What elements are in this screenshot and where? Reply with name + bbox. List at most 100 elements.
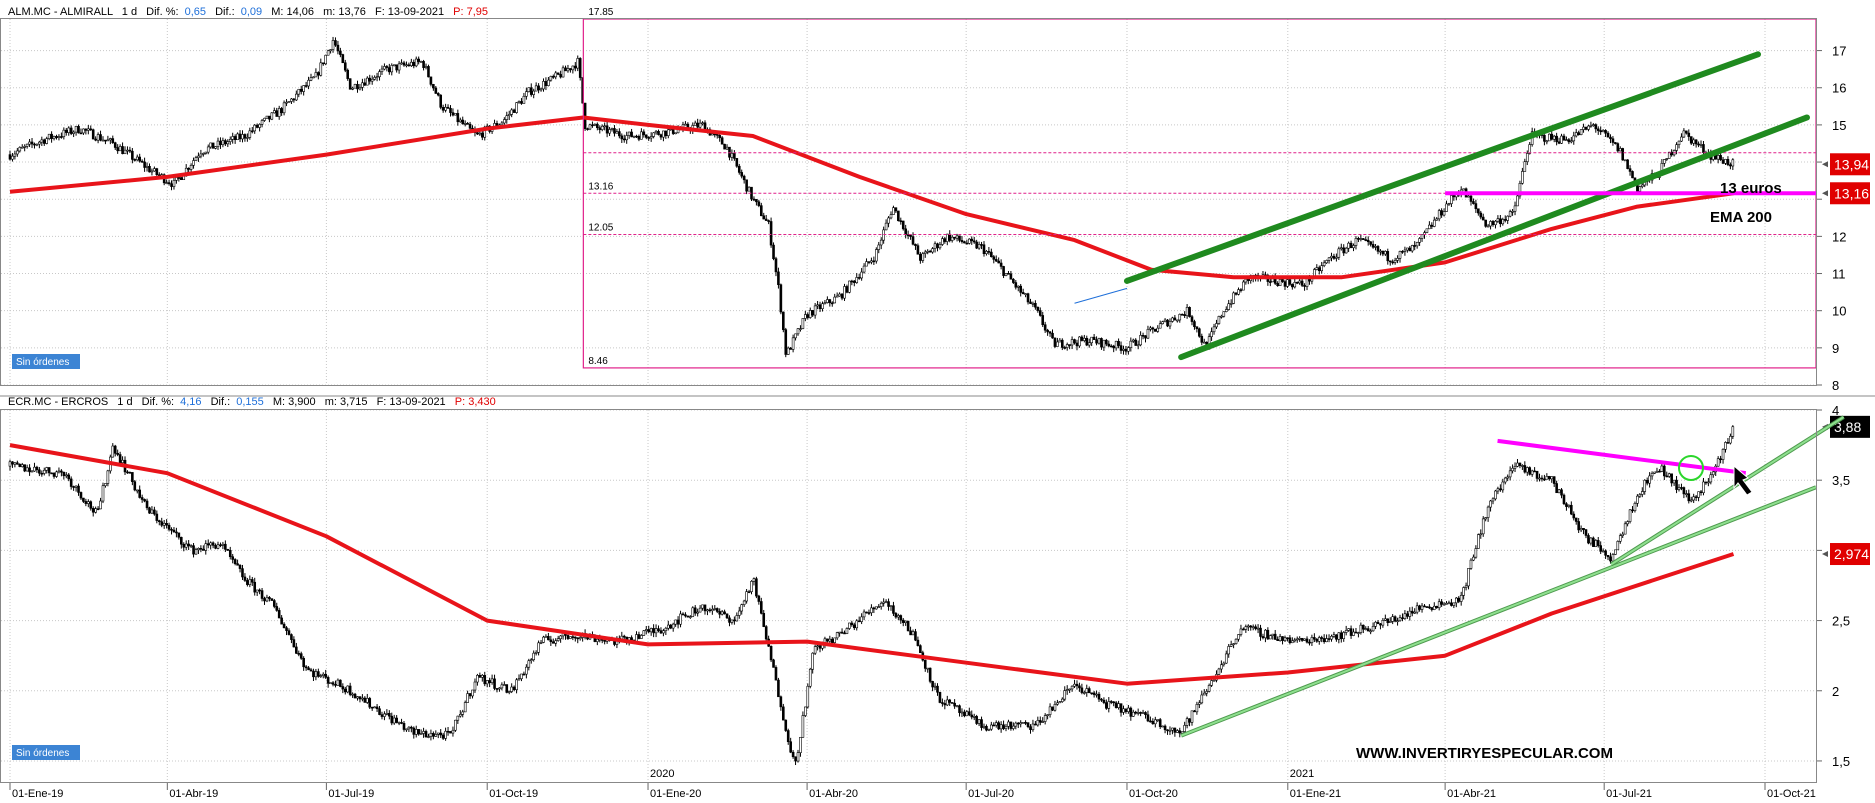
candle-body [725, 146, 729, 150]
candle-body [938, 691, 942, 703]
candle-body [1134, 711, 1138, 714]
candle-body [1102, 699, 1106, 703]
candle-body [145, 165, 149, 168]
candle-body [309, 669, 313, 672]
x-tick-label: 01-Ene-21 [1290, 788, 1341, 800]
candle-body [265, 115, 269, 119]
candle-body [1523, 161, 1527, 172]
candle-body [1278, 636, 1282, 641]
candle-body [835, 295, 839, 298]
y-tick-label: 11 [1832, 267, 1846, 282]
candle-body [1024, 293, 1027, 295]
candle-body [180, 177, 183, 180]
candle-body [782, 706, 785, 721]
candle-body [1090, 692, 1093, 695]
candle-body [153, 168, 156, 172]
top-difpct-label: Dif. %: [146, 6, 178, 18]
candle-body [1592, 124, 1595, 126]
candle-body [414, 58, 418, 67]
candle-body [1694, 139, 1698, 145]
candle-body [1501, 219, 1505, 225]
candle-body [30, 141, 34, 145]
candle-body [1291, 284, 1294, 288]
candle-body [1697, 491, 1700, 498]
candle-body [1440, 210, 1443, 216]
candle-body [1224, 653, 1228, 664]
candle-body [1472, 556, 1475, 561]
candle-body [911, 631, 915, 636]
candle-body [206, 543, 210, 546]
candle-body [162, 522, 166, 526]
candle-body [892, 207, 895, 215]
level-label: 8.46 [588, 356, 608, 367]
candle-body [647, 137, 651, 139]
candle-body [987, 251, 991, 253]
candle-body [1667, 151, 1671, 159]
candle-body [1584, 529, 1588, 536]
candle-body [1183, 725, 1186, 732]
candle-body [91, 129, 95, 140]
candle-body [625, 135, 628, 141]
candle-body [684, 614, 687, 617]
candle-body [1643, 479, 1647, 492]
candle-body [818, 304, 822, 310]
candle-body [60, 470, 63, 473]
candle-body [576, 637, 580, 640]
candle-body [813, 646, 817, 654]
candle-body [708, 609, 712, 612]
candle-body [1499, 218, 1502, 225]
short-trend-line-highlight [1610, 416, 1845, 566]
candle-body [45, 467, 49, 471]
candle-body [818, 645, 822, 649]
bottom-orders-badge[interactable]: Sin órdenes [12, 745, 80, 760]
candle-body [197, 548, 200, 551]
candle-body [402, 62, 406, 66]
candle-body [1565, 503, 1568, 507]
candle-body [1604, 550, 1607, 556]
candle-body [669, 624, 673, 629]
y-tick-label: 2 [1832, 684, 1839, 699]
candle-body [1729, 436, 1732, 444]
candle-body [52, 473, 56, 477]
candle-body [875, 249, 878, 262]
candle-body [272, 110, 276, 114]
candle-body [91, 508, 95, 513]
candle-body [1119, 703, 1123, 713]
candle-body [1034, 302, 1037, 308]
candle-body [566, 635, 570, 639]
candle-body [1141, 335, 1145, 337]
candle-body [1220, 664, 1223, 670]
candle-body [1232, 292, 1235, 304]
candle-body [919, 253, 922, 261]
candle-body [512, 109, 516, 113]
bottom-max: M: 3,900 [273, 396, 316, 408]
candle-body [1486, 506, 1490, 518]
candle-body [865, 261, 868, 267]
candle-body [1016, 722, 1020, 725]
candle-body [1508, 211, 1512, 217]
thin-trend-line [1074, 287, 1128, 304]
candle-body [909, 234, 912, 237]
candle-body [1430, 607, 1434, 610]
candle-body [1139, 335, 1142, 346]
candle-body [1092, 336, 1096, 340]
candle-body [321, 673, 325, 676]
candle-body [236, 563, 239, 566]
candle-body [975, 241, 978, 249]
candle-body [1234, 292, 1238, 295]
candle-body [1396, 257, 1399, 261]
candle-body [574, 636, 577, 639]
candle-body [8, 154, 12, 160]
candle-body [804, 314, 807, 319]
candle-body [1163, 725, 1167, 731]
candle-body [165, 182, 168, 184]
top-orders-badge[interactable]: Sin órdenes [12, 354, 80, 369]
candle-body [985, 251, 988, 255]
candle-body [1628, 168, 1632, 172]
candle-body [1300, 280, 1304, 286]
candle-body [1303, 285, 1306, 287]
candle-body [945, 233, 949, 242]
candle-body [603, 125, 606, 128]
candle-body [522, 673, 526, 676]
candle-body [1379, 250, 1382, 253]
